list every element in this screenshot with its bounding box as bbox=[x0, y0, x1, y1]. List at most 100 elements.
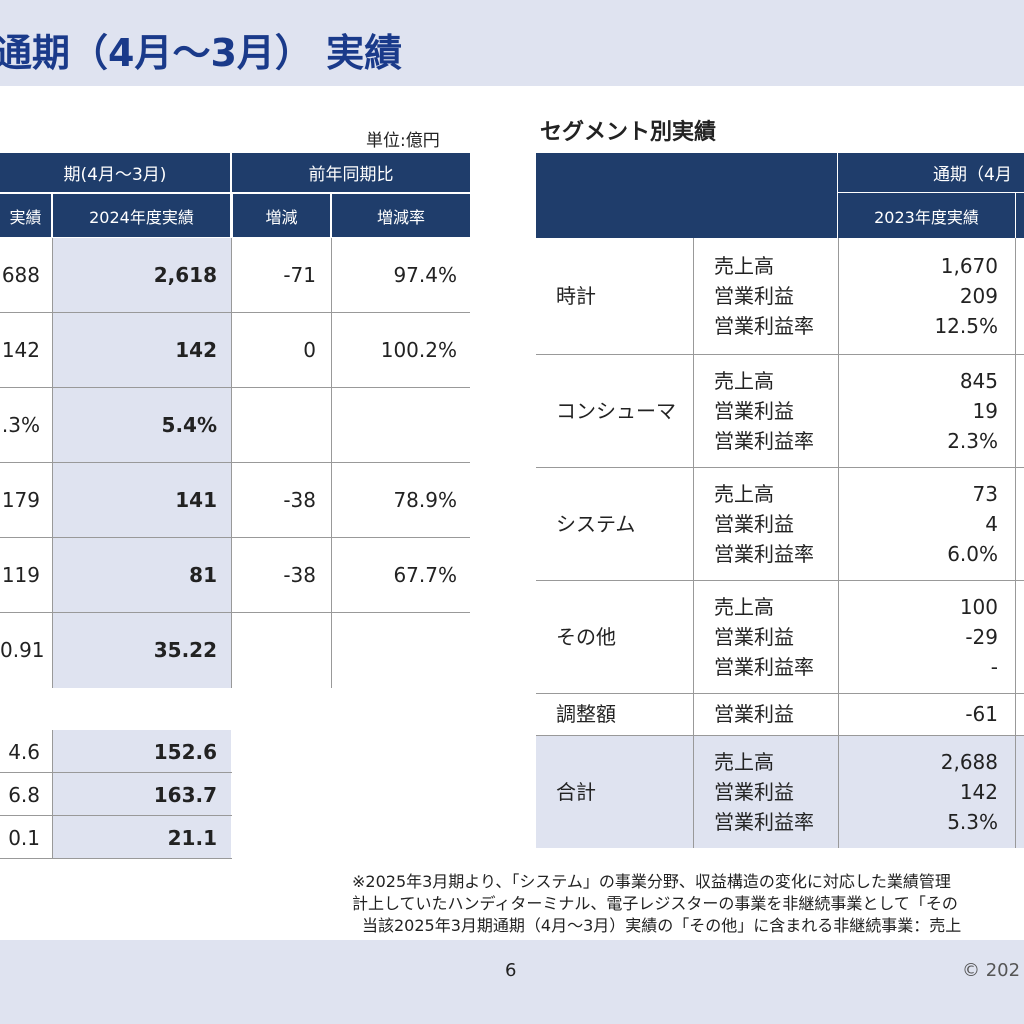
note: 当該2025年3月期通期（4月～3月）実績の「その他」に含まれる非継続事業：売上 bbox=[362, 916, 962, 935]
footer-band bbox=[0, 940, 1024, 1024]
header-line bbox=[837, 153, 838, 238]
item: 営業利益 bbox=[714, 702, 794, 726]
column-line bbox=[52, 238, 53, 688]
value: 73 bbox=[972, 481, 998, 506]
row-line bbox=[536, 580, 1024, 581]
header-cell: 通期（4月 bbox=[838, 153, 1024, 192]
item: 営業利益 bbox=[714, 398, 794, 423]
column-line bbox=[693, 238, 694, 848]
segment-name: 合計 bbox=[556, 779, 596, 804]
row-line bbox=[0, 858, 232, 859]
row-line bbox=[0, 815, 232, 816]
unit: 単位:億円 bbox=[366, 131, 440, 151]
item: 営業利益率 bbox=[714, 654, 814, 679]
item: 営業利益 bbox=[714, 779, 794, 804]
cell: 0.1 bbox=[8, 826, 40, 850]
segment-name: 調整額 bbox=[556, 702, 616, 726]
cell: 67.7% bbox=[393, 563, 457, 587]
segment-name: コンシューマ bbox=[556, 398, 676, 423]
highlight-row bbox=[536, 735, 1024, 848]
value: 19 bbox=[972, 398, 998, 423]
item: 営業利益 bbox=[714, 511, 794, 536]
cell: 142 bbox=[1, 338, 40, 362]
cell: 6.8 bbox=[8, 783, 40, 807]
value: 845 bbox=[959, 368, 998, 393]
cell: 35.22 bbox=[153, 638, 217, 662]
column-header: 増減率 bbox=[332, 194, 470, 237]
item: 営業利益率 bbox=[714, 314, 814, 338]
cell: 5.4% bbox=[161, 413, 217, 437]
value: 100 bbox=[959, 594, 998, 619]
cell: 21.1 bbox=[167, 826, 217, 850]
row-line bbox=[0, 312, 470, 313]
segment-name: 時計 bbox=[556, 284, 596, 308]
cell: -71 bbox=[283, 263, 316, 287]
value: 5.3% bbox=[947, 809, 998, 834]
header-band bbox=[0, 0, 1024, 86]
item: 営業利益率 bbox=[714, 541, 814, 566]
segment-name: システム bbox=[556, 511, 636, 536]
item: 売上高 bbox=[714, 749, 774, 774]
value: - bbox=[990, 654, 998, 679]
row-line bbox=[0, 387, 470, 388]
value: -29 bbox=[965, 624, 998, 649]
highlight-column bbox=[53, 238, 231, 688]
segment-name: その他 bbox=[556, 624, 616, 649]
value: 2,688 bbox=[940, 749, 998, 774]
header-line bbox=[838, 192, 1024, 193]
column-line bbox=[52, 730, 53, 858]
row-line bbox=[0, 537, 470, 538]
item: 営業利益 bbox=[714, 624, 794, 649]
cell: -38 bbox=[283, 563, 316, 587]
value: 12.5% bbox=[934, 314, 998, 338]
header-cell: 前年同期比 bbox=[232, 153, 470, 192]
cell: 0.91 bbox=[0, 638, 45, 662]
cell: 0 bbox=[303, 338, 316, 362]
item: 売上高 bbox=[714, 481, 774, 506]
cell: .3% bbox=[1, 413, 40, 437]
item: 営業利益率 bbox=[714, 809, 814, 834]
cell: 688 bbox=[1, 263, 40, 287]
copyright: © 202 bbox=[962, 960, 1021, 981]
cell: 2,618 bbox=[153, 263, 217, 287]
row-line bbox=[536, 735, 1024, 736]
highlight-column bbox=[53, 730, 231, 858]
cell: 100.2% bbox=[380, 338, 457, 362]
cell: 119 bbox=[1, 563, 40, 587]
column-line bbox=[331, 238, 332, 688]
cell: 81 bbox=[189, 563, 217, 587]
cell: 78.9% bbox=[393, 488, 457, 512]
cell: 179 bbox=[1, 488, 40, 512]
header-cell: 期(4月～3月) bbox=[0, 153, 230, 192]
column-header: 増減 bbox=[233, 194, 330, 237]
column-header: 実績 bbox=[0, 194, 51, 237]
segment-title: セグメント別実績 bbox=[540, 120, 717, 145]
cell: -38 bbox=[283, 488, 316, 512]
column-line bbox=[1015, 238, 1016, 848]
column-header: 2023年度実績 bbox=[838, 194, 1015, 237]
item: 営業利益率 bbox=[714, 428, 814, 453]
value: 1,670 bbox=[940, 254, 998, 278]
note: ※2025年3月期より、「システム」の事業分野、収益構造の変化に対応した業績管理 bbox=[352, 872, 951, 891]
column-header: 2024年度実績 bbox=[53, 194, 230, 237]
item: 営業利益 bbox=[714, 284, 794, 308]
cell: 163.7 bbox=[153, 783, 217, 807]
row-line bbox=[536, 354, 1024, 355]
row-line bbox=[536, 693, 1024, 694]
header-line bbox=[1015, 193, 1016, 238]
note: 計上していたハンディターミナル、電子レジスターの事業を非継続事業として「その bbox=[352, 894, 958, 913]
row-line bbox=[0, 462, 470, 463]
value: -61 bbox=[965, 702, 998, 726]
value: 6.0% bbox=[947, 541, 998, 566]
column-line bbox=[838, 238, 839, 848]
title: 通期（4月～3月） 実績 bbox=[0, 31, 403, 75]
cell: 142 bbox=[175, 338, 217, 362]
value: 209 bbox=[959, 284, 998, 308]
row-line bbox=[0, 612, 470, 613]
item: 売上高 bbox=[714, 368, 774, 393]
page-number: 6 bbox=[505, 960, 517, 981]
cell: 141 bbox=[175, 488, 217, 512]
value: 4 bbox=[985, 511, 998, 536]
cell: 97.4% bbox=[393, 263, 457, 287]
